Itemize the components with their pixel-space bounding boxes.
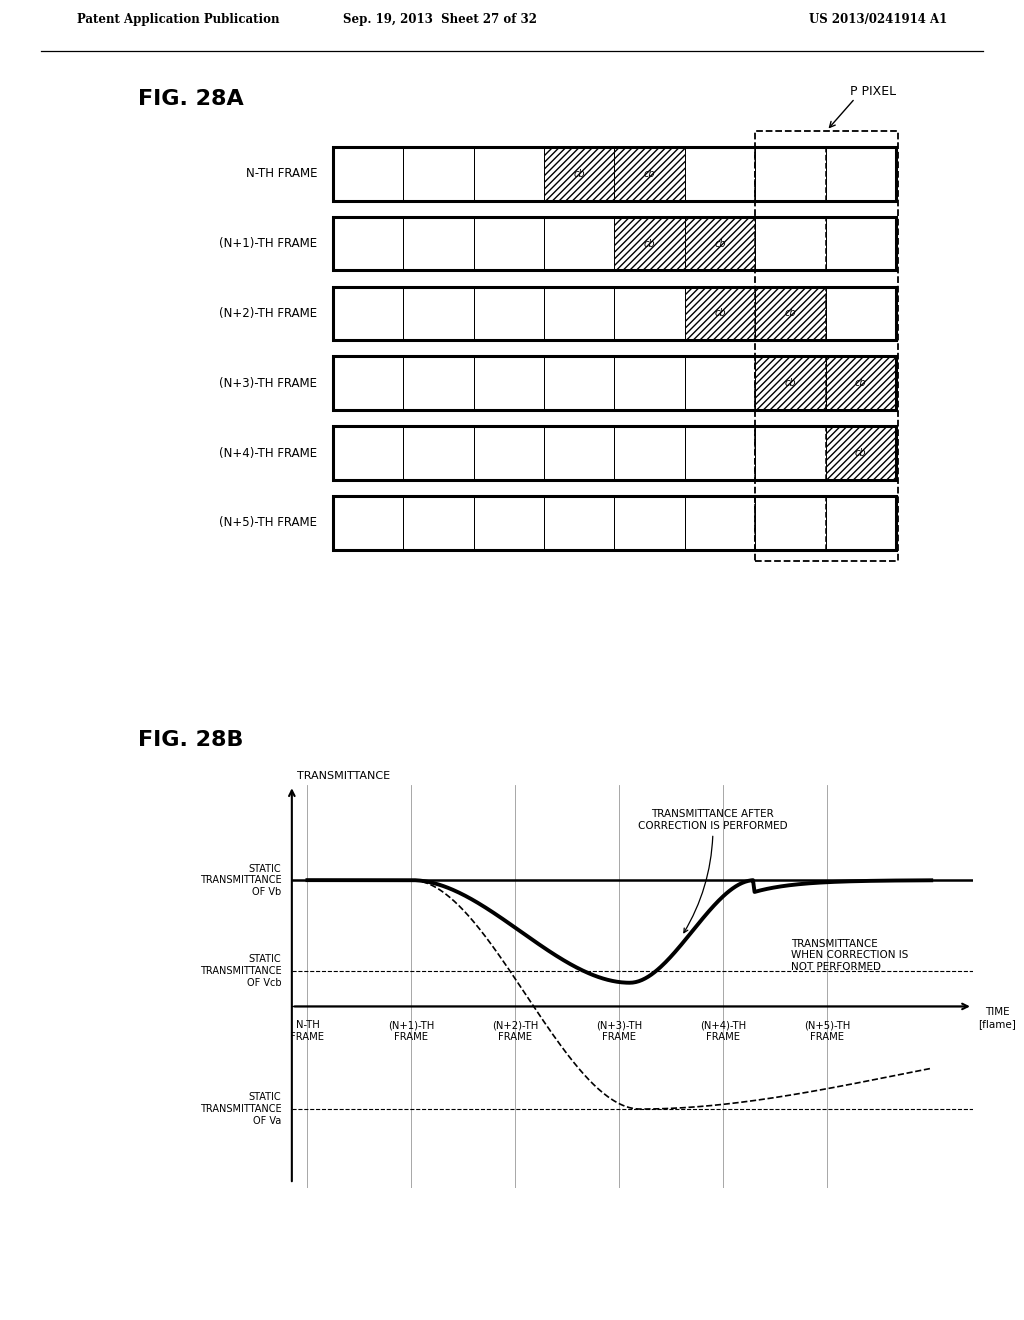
Text: cb: cb <box>784 379 797 388</box>
Text: US 2013/0241914 A1: US 2013/0241914 A1 <box>809 13 947 26</box>
Bar <box>333 286 896 341</box>
Bar <box>333 426 403 480</box>
Text: cb: cb <box>784 309 797 318</box>
Bar <box>685 356 755 411</box>
Bar <box>333 216 896 271</box>
Text: (N+1)-TH FRAME: (N+1)-TH FRAME <box>219 238 317 249</box>
Bar <box>614 426 685 480</box>
Text: P PIXEL: P PIXEL <box>850 86 896 99</box>
Text: (N+4)-TH FRAME: (N+4)-TH FRAME <box>219 446 317 459</box>
Bar <box>403 216 473 271</box>
Bar <box>685 496 755 550</box>
Bar <box>544 496 614 550</box>
Text: (N+3)-TH
FRAME: (N+3)-TH FRAME <box>596 1020 642 1041</box>
Text: (N+5)-TH FRAME: (N+5)-TH FRAME <box>219 516 317 529</box>
Text: cb: cb <box>714 239 726 248</box>
Bar <box>333 356 896 411</box>
Bar <box>614 286 685 341</box>
Text: (N+2)-TH
FRAME: (N+2)-TH FRAME <box>493 1020 539 1041</box>
Bar <box>544 286 614 341</box>
Bar <box>473 216 544 271</box>
Bar <box>403 147 473 201</box>
Bar <box>756 356 825 411</box>
Bar <box>544 426 614 480</box>
Text: cb: cb <box>573 169 585 178</box>
Bar <box>544 356 614 411</box>
Bar <box>756 216 825 271</box>
Text: (N+3)-TH FRAME: (N+3)-TH FRAME <box>219 376 317 389</box>
Text: (N+1)-TH
FRAME: (N+1)-TH FRAME <box>388 1020 434 1041</box>
Bar <box>473 147 544 201</box>
Text: N-TH
FRAME: N-TH FRAME <box>291 1020 325 1041</box>
Bar <box>825 216 896 271</box>
Text: STATIC
TRANSMITTANCE
OF Va: STATIC TRANSMITTANCE OF Va <box>200 1093 282 1126</box>
Text: cb: cb <box>855 379 866 388</box>
Bar <box>333 147 896 201</box>
Bar <box>333 496 896 550</box>
Bar <box>614 216 685 271</box>
Bar <box>825 496 896 550</box>
Bar <box>614 147 685 201</box>
Text: TIME
[flame]: TIME [flame] <box>978 1007 1016 1030</box>
Text: (N+5)-TH
FRAME: (N+5)-TH FRAME <box>804 1020 850 1041</box>
Text: cb: cb <box>644 239 655 248</box>
Bar <box>614 356 685 411</box>
Text: cb: cb <box>644 169 655 178</box>
Text: FIG. 28A: FIG. 28A <box>138 88 244 108</box>
Bar <box>333 286 403 341</box>
Bar <box>473 286 544 341</box>
Text: (N+4)-TH
FRAME: (N+4)-TH FRAME <box>700 1020 746 1041</box>
Bar <box>544 216 614 271</box>
Text: TRANSMITTANCE
WHEN CORRECTION IS
NOT PERFORMED: TRANSMITTANCE WHEN CORRECTION IS NOT PER… <box>791 939 908 972</box>
Bar <box>685 426 755 480</box>
Bar <box>825 426 896 480</box>
Text: TRANSMITTANCE AFTER
CORRECTION IS PERFORMED: TRANSMITTANCE AFTER CORRECTION IS PERFOR… <box>638 809 787 933</box>
Bar <box>333 216 403 271</box>
Bar <box>756 286 825 341</box>
Text: cb: cb <box>714 309 726 318</box>
Bar <box>403 356 473 411</box>
Text: (N+2)-TH FRAME: (N+2)-TH FRAME <box>219 308 317 319</box>
Text: cb: cb <box>855 447 866 458</box>
Bar <box>825 286 896 341</box>
Bar <box>403 286 473 341</box>
Bar <box>473 496 544 550</box>
Bar <box>333 356 403 411</box>
Text: Sep. 19, 2013  Sheet 27 of 32: Sep. 19, 2013 Sheet 27 of 32 <box>343 13 538 26</box>
Bar <box>473 356 544 411</box>
Text: N-TH FRAME: N-TH FRAME <box>246 168 317 181</box>
Text: STATIC
TRANSMITTANCE
OF Vcb: STATIC TRANSMITTANCE OF Vcb <box>200 954 282 987</box>
Bar <box>544 147 614 201</box>
Bar <box>756 147 825 201</box>
Text: FIG. 28B: FIG. 28B <box>138 730 244 750</box>
Bar <box>756 426 825 480</box>
Bar <box>403 426 473 480</box>
Bar <box>685 286 755 341</box>
Bar <box>333 147 403 201</box>
Bar <box>403 496 473 550</box>
Bar <box>614 496 685 550</box>
Bar <box>473 426 544 480</box>
Bar <box>756 496 825 550</box>
Bar <box>825 356 896 411</box>
Text: TRANSMITTANCE: TRANSMITTANCE <box>297 771 390 781</box>
Bar <box>825 147 896 201</box>
Bar <box>685 216 755 271</box>
Text: STATIC
TRANSMITTANCE
OF Vb: STATIC TRANSMITTANCE OF Vb <box>200 863 282 896</box>
Bar <box>685 147 755 201</box>
Bar <box>333 426 896 480</box>
Bar <box>333 496 403 550</box>
Text: Patent Application Publication: Patent Application Publication <box>77 13 280 26</box>
